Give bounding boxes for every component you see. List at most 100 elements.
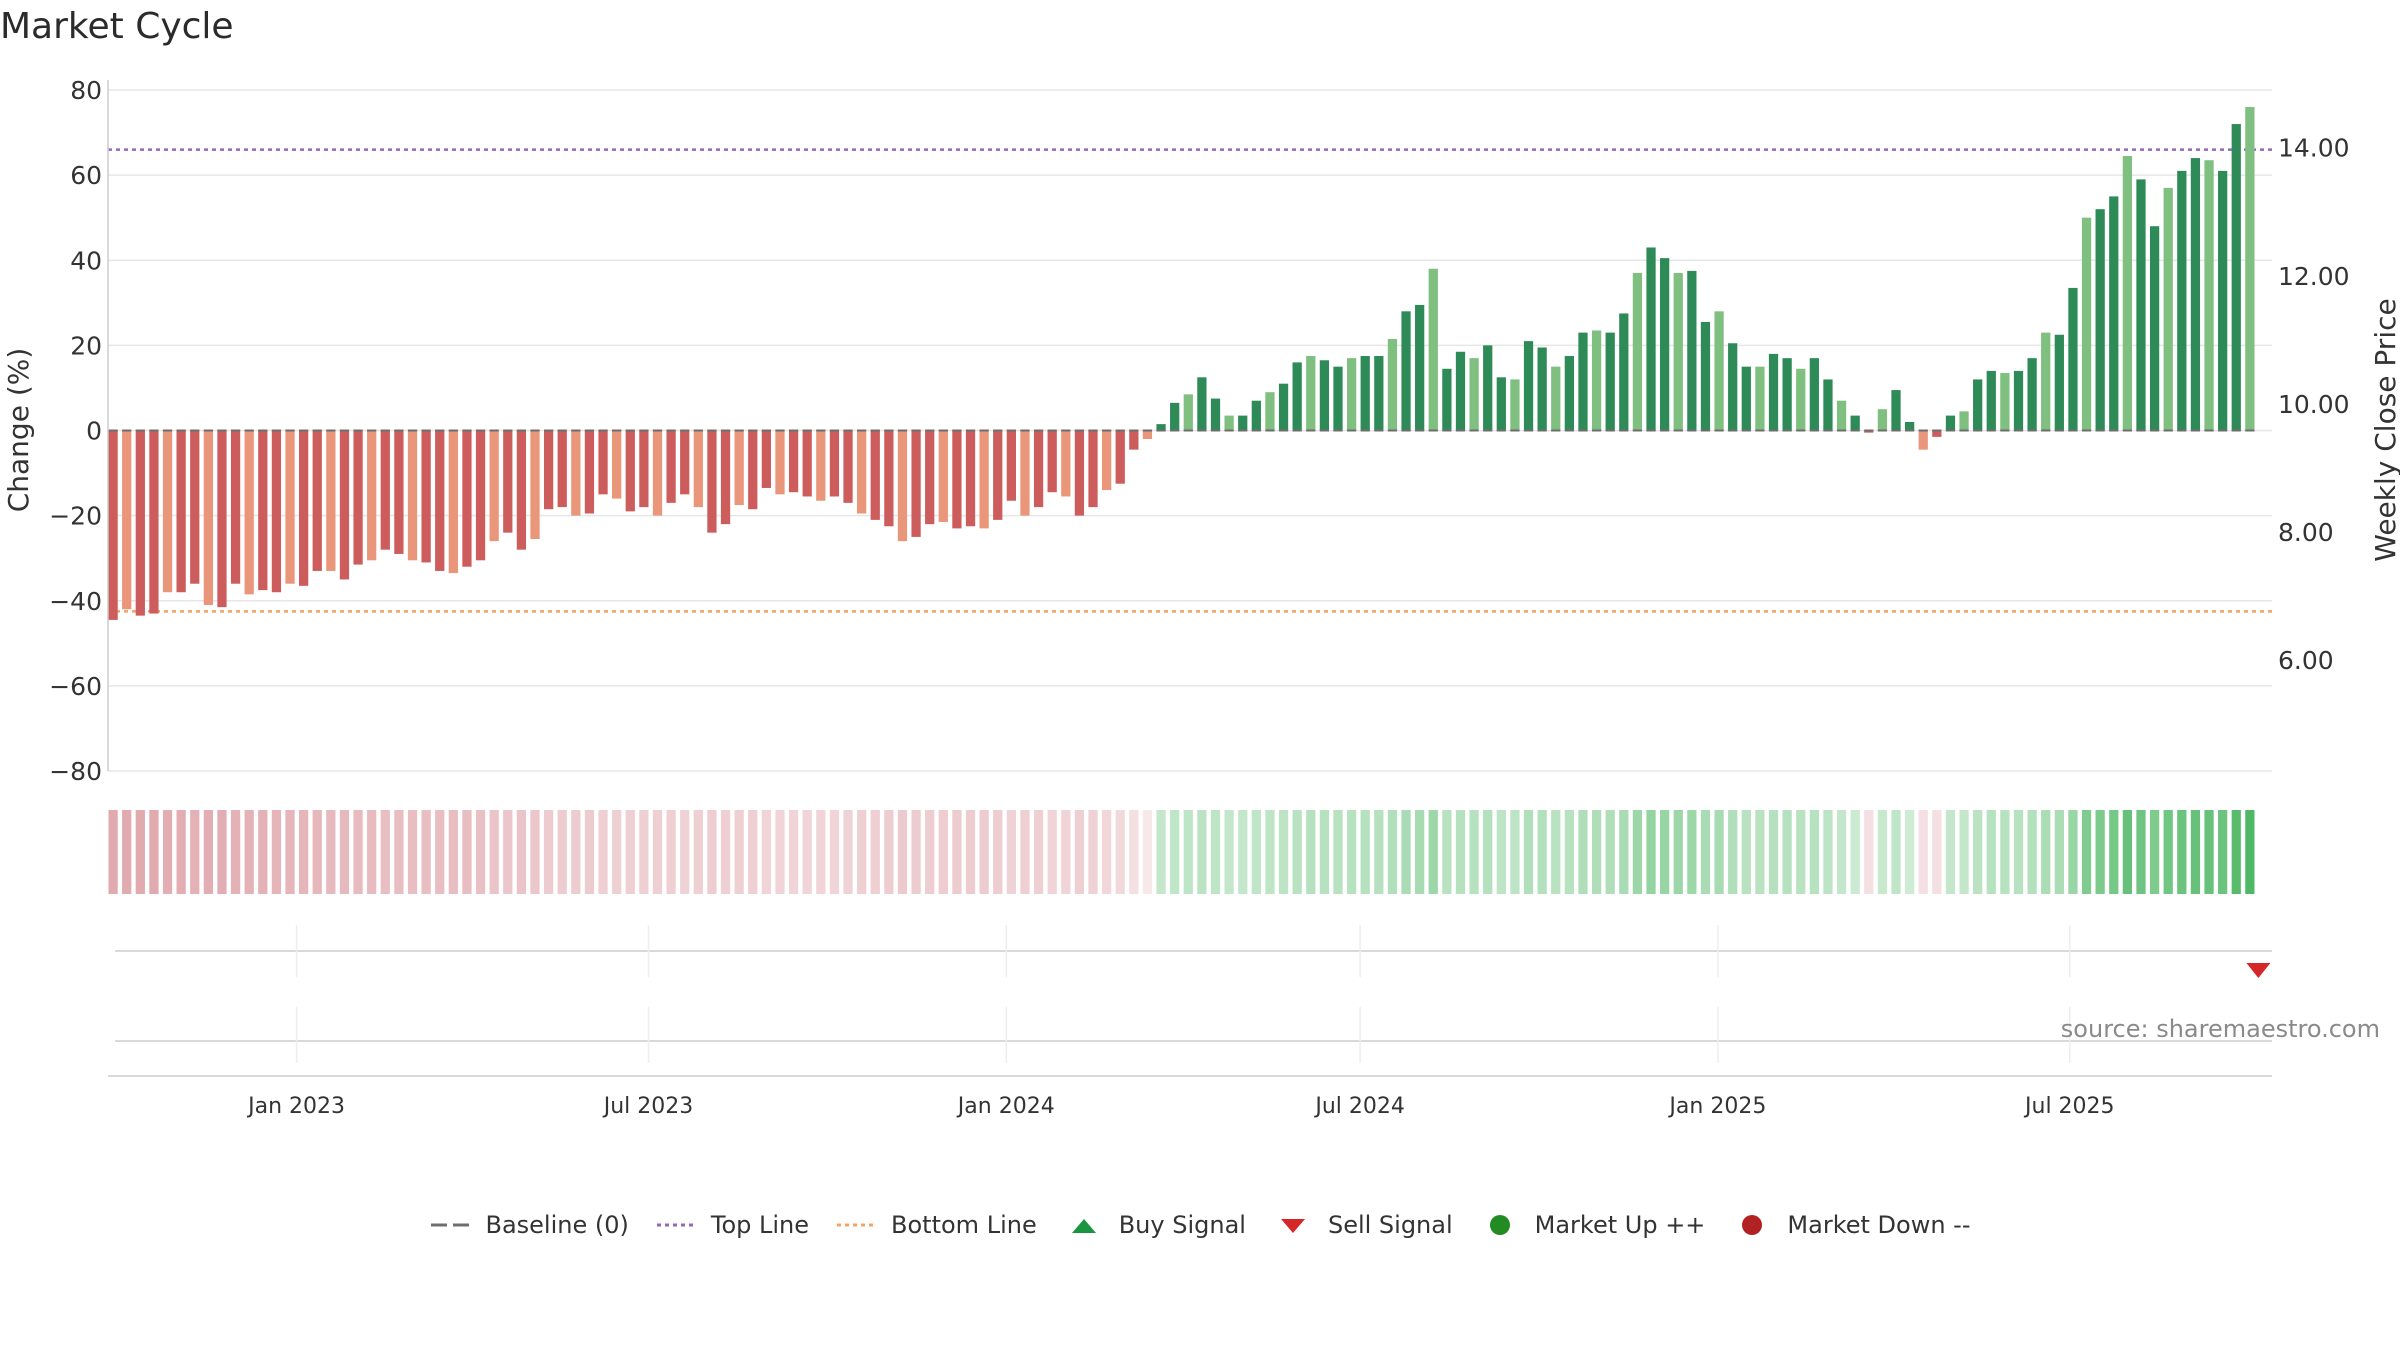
heat-cell (652, 810, 663, 894)
bar (979, 430, 989, 529)
bar (2000, 373, 2010, 431)
bar (516, 430, 527, 550)
heat-cell (666, 810, 676, 894)
heat-cell (1714, 810, 1724, 894)
bar (1646, 247, 1656, 431)
heat-cell (707, 810, 717, 894)
bar (1401, 311, 1411, 431)
heat-cell (2054, 810, 2064, 894)
heat-cell (1741, 810, 1751, 894)
bar (543, 430, 554, 510)
heat-cell (367, 810, 377, 894)
heat-cell (1156, 810, 1166, 894)
bar (1183, 394, 1193, 431)
heat-cell (1265, 810, 1275, 894)
heat-cell (2204, 810, 2214, 894)
heat-cell (1728, 810, 1738, 894)
bar (217, 430, 227, 608)
bar (367, 430, 377, 561)
bar (925, 430, 935, 525)
heat-cell (1224, 810, 1234, 894)
bar (1210, 398, 1221, 431)
legend-item: Bottom Line (835, 1210, 1037, 1240)
heat-cell (1210, 810, 1221, 894)
heat-cell (489, 810, 499, 894)
bar (2163, 187, 2173, 431)
heat-cell (734, 810, 744, 894)
bar (1020, 430, 1030, 516)
bar (1346, 358, 1357, 431)
heat-cell (2136, 810, 2146, 894)
heat-cell (1551, 810, 1561, 894)
legend-label: Market Up ++ (1534, 1211, 1706, 1239)
bar (1265, 392, 1275, 431)
heat-cell (503, 810, 513, 894)
heat-cell (2149, 810, 2160, 894)
bar (625, 430, 635, 512)
bar (612, 430, 622, 499)
heat-cell (598, 810, 608, 894)
bar (1877, 409, 1888, 431)
bar (1605, 332, 1615, 431)
bar (1796, 368, 1806, 431)
bar (1632, 273, 1643, 431)
bar (1251, 400, 1261, 431)
bar (1537, 347, 1547, 431)
heat-cell (1591, 810, 1602, 894)
source-note: source: sharemaestro.com (2060, 1015, 2380, 1043)
bar (1129, 430, 1139, 450)
heat-cell (1129, 810, 1139, 894)
bar (1551, 366, 1561, 431)
heat-cell (571, 810, 581, 894)
heat-cell (897, 810, 908, 894)
bar (965, 430, 976, 527)
bar (1782, 358, 1792, 431)
legend-item: Baseline (0) (429, 1210, 629, 1240)
heat-cell (788, 810, 799, 894)
y-tick-label: 80 (70, 76, 102, 105)
bar (557, 430, 567, 508)
bar (652, 430, 663, 516)
y2-tick-label: 14.00 (2278, 134, 2350, 163)
y-tick-label: 0 (86, 417, 102, 446)
heat-cell (1088, 810, 1098, 894)
bar (1891, 390, 1901, 431)
legend-item: Buy Signal (1063, 1210, 1246, 1240)
bar (1387, 338, 1398, 431)
axes: 80 60 40 20 0 −20 −40 −60 −80 14.00 12.00 10.00 8.00… (49, 76, 2349, 1119)
bar (816, 430, 826, 501)
heat-cell (122, 810, 132, 894)
heat-cell (1115, 810, 1125, 894)
bar (135, 430, 145, 616)
bar (2054, 334, 2064, 431)
bar (666, 430, 676, 503)
heat-cell (1142, 810, 1153, 894)
bar (1142, 430, 1153, 440)
triangle-down-icon (1272, 1210, 1314, 1240)
bar (1660, 258, 1670, 431)
heat-cell (326, 810, 336, 894)
y-axis-label: Change (%) (2, 348, 35, 513)
bar (1061, 430, 1071, 497)
y2-tick-label: 6.00 (2278, 646, 2334, 675)
y-tick-label: 20 (70, 331, 102, 360)
heat-cell (748, 810, 758, 894)
heat-cell (1401, 810, 1411, 894)
heat-cell (625, 810, 635, 894)
bar (2068, 287, 2078, 431)
bar (1741, 366, 1751, 431)
y2-tick-label: 10.00 (2278, 390, 2350, 419)
bar (707, 430, 717, 533)
bar (1836, 400, 1847, 431)
heat-cell (353, 810, 363, 894)
bar (1101, 430, 1112, 491)
heat-cell (802, 810, 812, 894)
heat-cell (925, 810, 935, 894)
heat-cell (1646, 810, 1656, 894)
heat-cell (870, 810, 880, 894)
bar (1904, 421, 1915, 431)
bar (897, 430, 908, 542)
bar (2231, 124, 2241, 431)
bar (1918, 430, 1928, 450)
heat-cell (530, 810, 540, 894)
